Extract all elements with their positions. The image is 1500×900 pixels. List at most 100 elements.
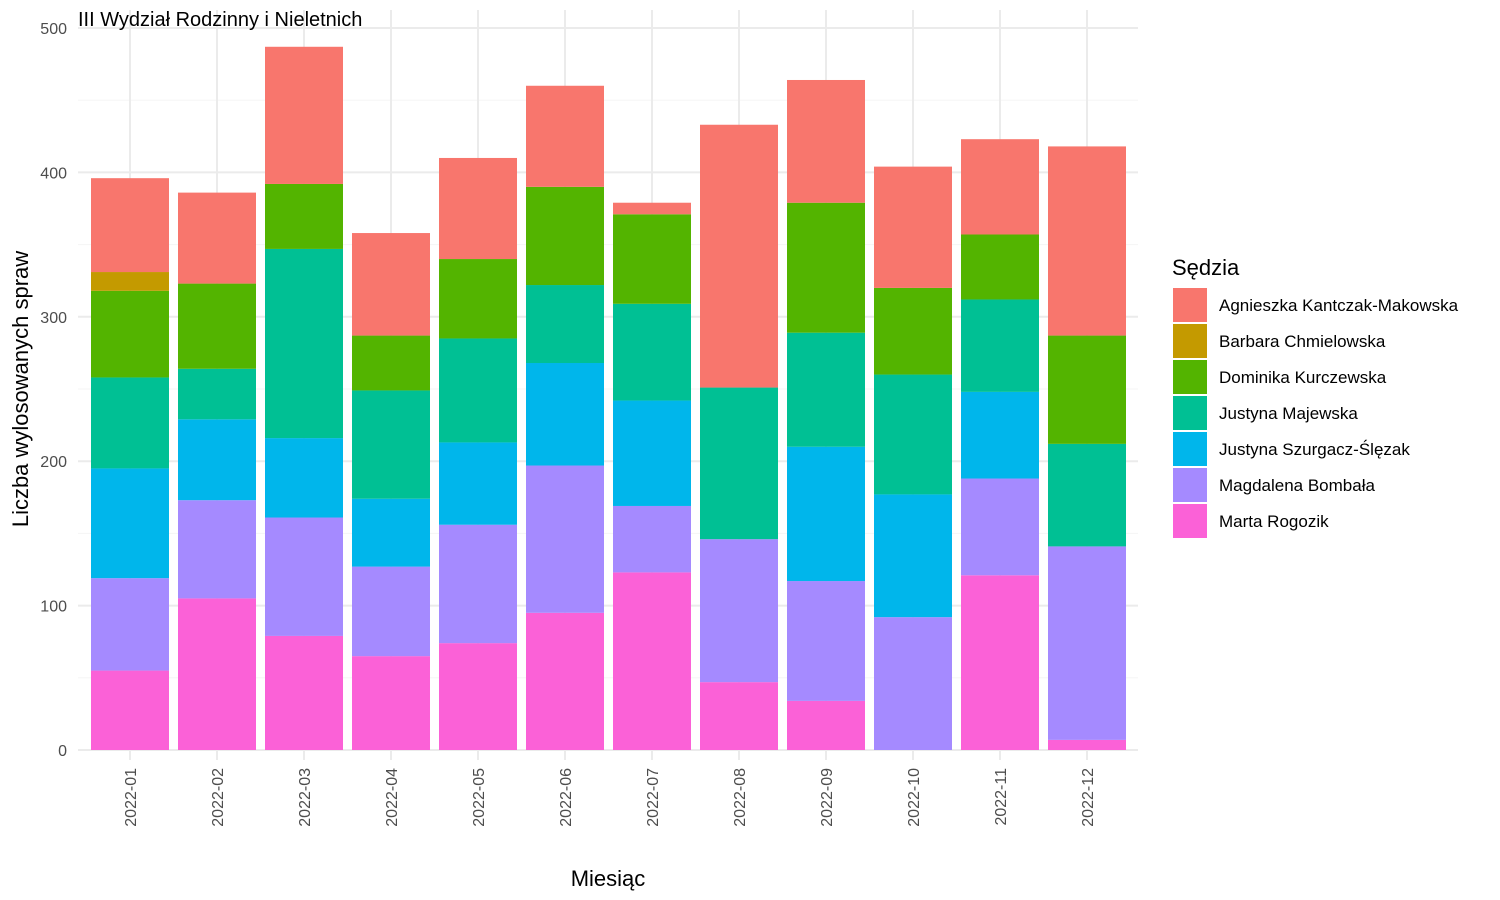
legend-label: Justyna Szurgacz-Ślęzak xyxy=(1219,440,1410,459)
bar-segment: Dominika Kurczewska: 45 xyxy=(265,183,343,249)
bar-segment: Justyna Majewska: 75 xyxy=(352,390,430,499)
bar-segment: Dominika Kurczewska: 45 xyxy=(961,234,1039,300)
legend-label: Magdalena Bombała xyxy=(1219,476,1375,495)
bar-segment: Justyna Majewska: 79 xyxy=(787,332,865,447)
bar-segment: Justyna Szurgacz-Ślęzak: 47 xyxy=(352,498,430,567)
bar-segment: Magdalena Bombała: 82 xyxy=(265,517,343,636)
bar-segment: Marta Rogozik: 123 xyxy=(613,572,691,750)
x-tick-label: 2022-04 xyxy=(384,768,401,827)
bar-segment: Magdalena Bombała: 82 xyxy=(439,524,517,644)
y-tick-label: 200 xyxy=(40,454,67,471)
x-tick-label: 2022-02 xyxy=(210,768,227,827)
bar-segment: Marta Rogozik: 7 xyxy=(1048,739,1126,750)
bar-segment: Agnieszka Kantczak-Makowska: 182 xyxy=(700,124,778,388)
bar-segment: Magdalena Bombała: 46 xyxy=(613,505,691,573)
bar-segment: Marta Rogozik: 55 xyxy=(91,670,169,750)
bar-segment: Justyna Szurgacz-Ślęzak: 76 xyxy=(91,468,169,579)
bar-segment: Justyna Majewska: 131 xyxy=(265,248,343,439)
bar-segment: Dominika Kurczewska: 90 xyxy=(787,202,865,333)
bar-segment: Justyna Szurgacz-Ślęzak: 55 xyxy=(265,438,343,518)
legend-title: Sędzia xyxy=(1172,255,1240,280)
bar-segment: Agnieszka Kantczak-Makowska: 66 xyxy=(961,139,1039,235)
y-tick-label: 500 xyxy=(40,21,67,38)
bar-segment: Agnieszka Kantczak-Makowska: 84 xyxy=(874,166,952,288)
legend: Sędzia Agnieszka Kantczak-Makowska Barbar… xyxy=(1172,255,1459,538)
bar-segment: Dominika Kurczewska: 60 xyxy=(874,287,952,375)
x-tick-label: 2022-08 xyxy=(732,768,749,827)
legend-swatch xyxy=(1173,504,1207,538)
bar-segment: Marta Rogozik: 121 xyxy=(961,575,1039,750)
bar-segment: Justyna Szurgacz-Ślęzak: 71 xyxy=(526,363,604,466)
bar-segment: Justyna Szurgacz-Ślęzak: 85 xyxy=(874,494,952,618)
x-tick-label: 2022-11 xyxy=(993,768,1010,826)
bar-segment: Justyna Majewska: 72 xyxy=(439,338,517,443)
x-tick-label: 2022-09 xyxy=(819,768,836,827)
x-tick-label: 2022-10 xyxy=(906,768,923,827)
bar-segment: Marta Rogozik: 79 xyxy=(265,635,343,750)
bar-segment: Magdalena Bombała: 64 xyxy=(91,578,169,671)
y-tick-label: 300 xyxy=(40,310,67,327)
bar-segment: Dominika Kurczewska: 75 xyxy=(1048,335,1126,444)
y-tick-label: 100 xyxy=(40,599,67,616)
legend-label: Dominika Kurczewska xyxy=(1219,368,1387,387)
bar-segment: Justyna Szurgacz-Ślęzak: 57 xyxy=(439,442,517,525)
bar-segment: Magdalena Bombała: 134 xyxy=(1048,546,1126,740)
bar-segment: Marta Rogozik: 95 xyxy=(526,612,604,750)
legend-swatch xyxy=(1173,432,1207,466)
bar-segment: Magdalena Bombała: 99 xyxy=(700,539,778,683)
bar-segment: Dominika Kurczewska: 38 xyxy=(352,335,430,391)
bar-segment: Barbara Chmielowska: 13 xyxy=(91,272,169,291)
bars: Marta Rogozik: 55Magdalena Bombała: 64Ju… xyxy=(91,46,1126,750)
bar-segment: Justyna Majewska: 105 xyxy=(700,387,778,540)
bar-segment: Agnieszka Kantczak-Makowska: 85 xyxy=(787,79,865,203)
bar-segment: Justyna Szurgacz-Ślęzak: 60 xyxy=(961,391,1039,479)
chart-title: III Wydział Rodzinny i Nieletnich xyxy=(78,9,362,31)
legend-swatch xyxy=(1173,396,1207,430)
y-axis-ticks: 0 100 200 300 400 500 xyxy=(40,21,67,760)
legend-label: Barbara Chmielowska xyxy=(1219,332,1386,351)
bar-segment: Magdalena Bombała: 62 xyxy=(352,566,430,657)
bar-segment: Magdalena Bombała: 67 xyxy=(961,478,1039,576)
bar-segment: Justyna Majewska: 63 xyxy=(91,377,169,469)
bar-segment: Magdalena Bombała: 102 xyxy=(526,465,604,613)
bar-segment: Magdalena Bombała: 83 xyxy=(787,581,865,701)
x-axis-title: Miesiąc xyxy=(571,866,646,891)
bar-segment: Agnieszka Kantczak-Makowska: 63 xyxy=(178,192,256,284)
bar-segment: Dominika Kurczewska: 55 xyxy=(439,259,517,339)
x-tick-label: 2022-03 xyxy=(297,768,314,827)
bar-segment: Justyna Szurgacz-Ślęzak: 93 xyxy=(787,446,865,582)
legend-swatch xyxy=(1173,324,1207,358)
bar-segment: Marta Rogozik: 105 xyxy=(178,598,256,750)
bar-segment: Dominika Kurczewska: 60 xyxy=(91,290,169,378)
bar-segment: Marta Rogozik: 47 xyxy=(700,682,778,750)
x-tick-label: 2022-12 xyxy=(1080,768,1097,827)
y-tick-label: 0 xyxy=(58,743,67,760)
bar-segment: Justyna Szurgacz-Ślęzak: 73 xyxy=(613,400,691,506)
bar-segment: Agnieszka Kantczak-Makowska: 70 xyxy=(439,157,517,260)
bar-segment: Justyna Majewska: 64 xyxy=(961,299,1039,392)
bar-segment: Dominika Kurczewska: 62 xyxy=(613,214,691,304)
legend-label: Marta Rogozik xyxy=(1219,512,1329,531)
bar-segment: Magdalena Bombała: 92 xyxy=(874,617,952,750)
bar-segment: Agnieszka Kantczak-Makowska: 65 xyxy=(91,178,169,273)
x-tick-label: 2022-01 xyxy=(123,768,140,827)
bar-segment: Justyna Majewska: 35 xyxy=(178,368,256,420)
bar-segment: Justyna Majewska: 54 xyxy=(526,285,604,364)
legend-swatch xyxy=(1173,288,1207,322)
legend-swatch xyxy=(1173,360,1207,394)
y-tick-label: 400 xyxy=(40,165,67,182)
bar-segment: Marta Rogozik: 65 xyxy=(352,656,430,750)
bar-segment: Dominika Kurczewska: 68 xyxy=(526,186,604,286)
bar-segment: Justyna Majewska: 67 xyxy=(613,303,691,401)
bar-segment: Magdalena Bombała: 68 xyxy=(178,500,256,599)
x-tick-label: 2022-06 xyxy=(558,768,575,827)
bar-segment: Agnieszka Kantczak-Makowska: 131 xyxy=(1048,146,1126,336)
bar-segment: Agnieszka Kantczak-Makowska: 8 xyxy=(613,202,691,215)
bar-segment: Dominika Kurczewska: 59 xyxy=(178,283,256,369)
legend-label: Agnieszka Kantczak-Makowska xyxy=(1219,296,1459,315)
legend-swatch xyxy=(1173,468,1207,502)
bar-segment: Marta Rogozik: 74 xyxy=(439,643,517,750)
bar-segment: Justyna Majewska: 71 xyxy=(1048,443,1126,547)
y-axis-title: Liczba wylosowanych spraw xyxy=(8,251,33,527)
